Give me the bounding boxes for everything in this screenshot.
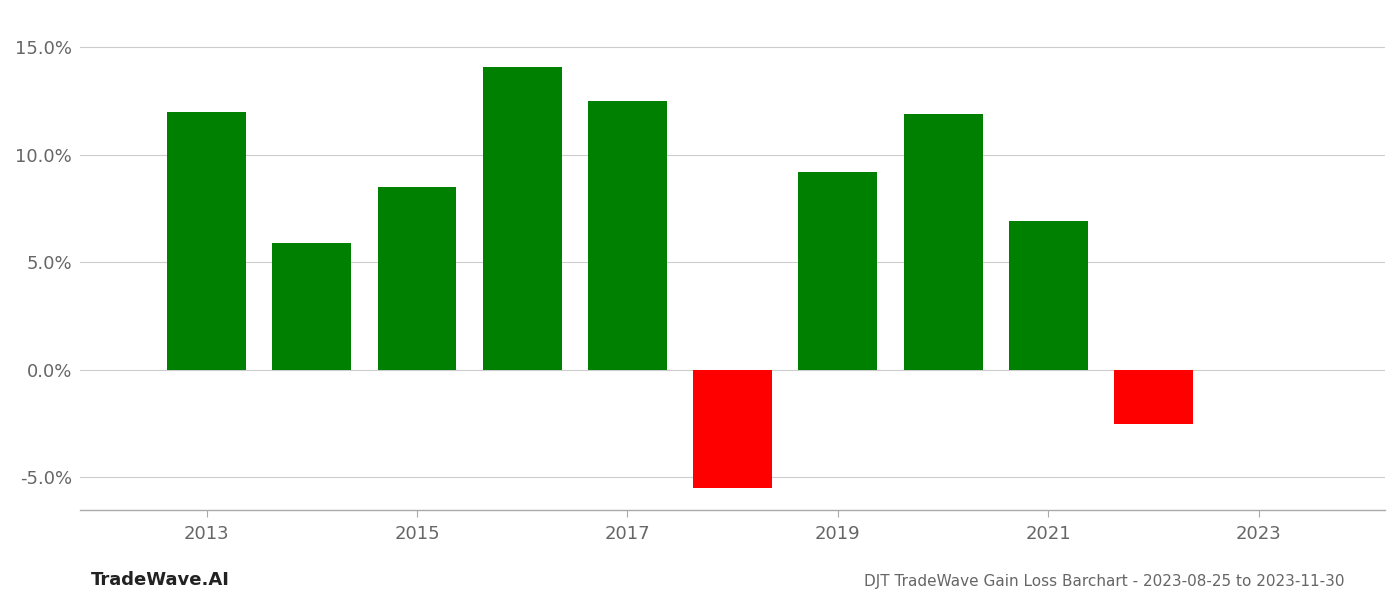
Bar — [167, 112, 246, 370]
Bar — [588, 101, 666, 370]
Text: DJT TradeWave Gain Loss Barchart - 2023-08-25 to 2023-11-30: DJT TradeWave Gain Loss Barchart - 2023-… — [864, 574, 1344, 589]
Bar — [483, 67, 561, 370]
Bar — [798, 172, 878, 370]
Bar — [903, 114, 983, 370]
Bar — [1009, 221, 1088, 370]
Bar — [1114, 370, 1193, 424]
Bar — [378, 187, 456, 370]
Bar — [273, 243, 351, 370]
Bar — [693, 370, 773, 488]
Text: TradeWave.AI: TradeWave.AI — [91, 571, 230, 589]
